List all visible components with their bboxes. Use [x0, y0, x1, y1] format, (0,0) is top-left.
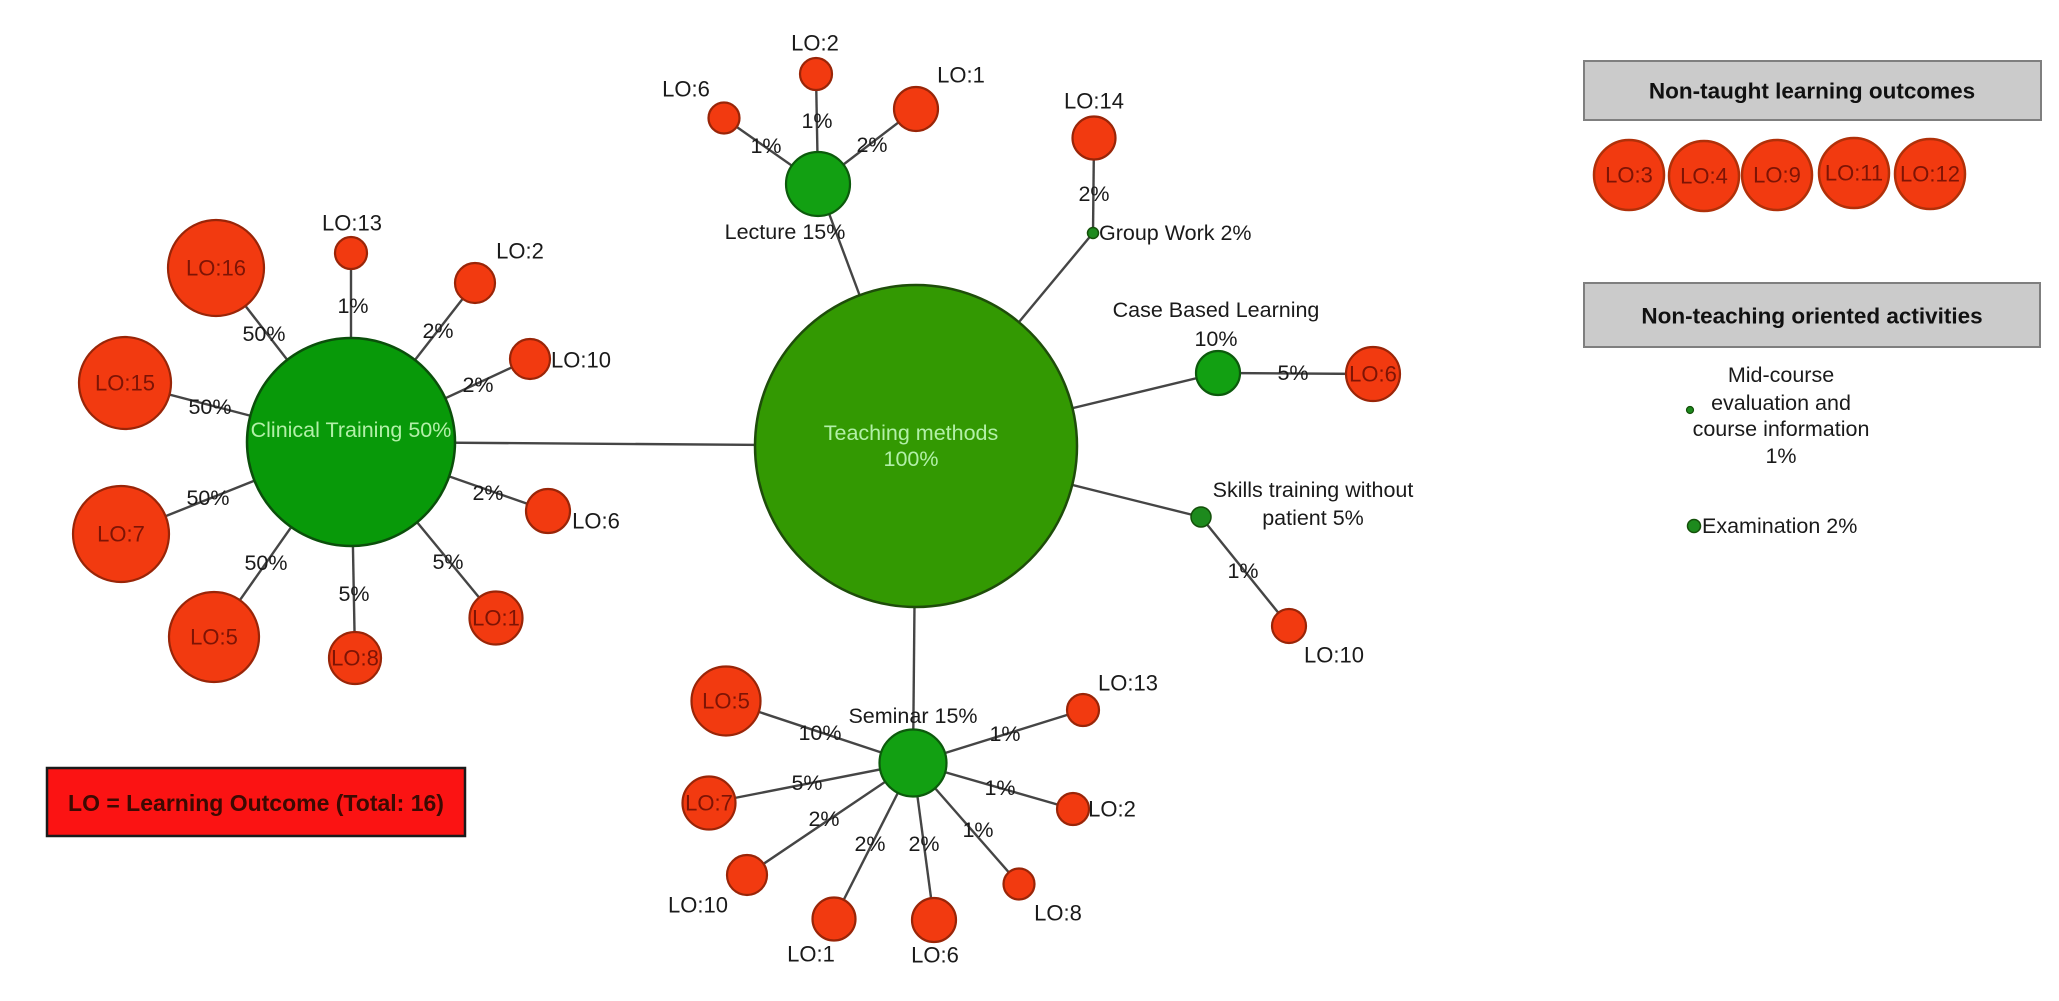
svg-text:evaluation and: evaluation and	[1711, 391, 1851, 415]
svg-text:LO:15: LO:15	[95, 371, 155, 396]
svg-text:Clinical Training 50%: Clinical Training 50%	[251, 418, 452, 442]
svg-text:LO:2: LO:2	[496, 239, 544, 264]
svg-text:LO:2: LO:2	[1088, 797, 1136, 822]
svg-text:10%: 10%	[798, 721, 841, 745]
svg-text:2%: 2%	[462, 373, 493, 397]
svg-text:Group Work 2%: Group Work 2%	[1099, 221, 1252, 245]
svg-text:LO:11: LO:11	[1825, 161, 1883, 186]
svg-text:2%: 2%	[422, 319, 453, 343]
svg-text:LO:10: LO:10	[551, 348, 611, 373]
svg-text:patient 5%: patient 5%	[1262, 506, 1364, 530]
svg-text:LO:7: LO:7	[685, 791, 733, 816]
svg-text:50%: 50%	[186, 486, 229, 510]
svg-text:1%: 1%	[750, 134, 781, 158]
svg-text:1%: 1%	[1227, 559, 1258, 583]
svg-text:LO:5: LO:5	[190, 625, 238, 650]
svg-text:1%: 1%	[337, 294, 368, 318]
svg-text:course information: course information	[1693, 417, 1870, 441]
svg-text:LO:8: LO:8	[331, 646, 379, 671]
svg-text:LO:10: LO:10	[668, 893, 728, 918]
svg-text:LO:3: LO:3	[1605, 163, 1653, 188]
svg-text:Case Based Learning: Case Based Learning	[1113, 298, 1320, 322]
svg-text:LO:13: LO:13	[322, 211, 382, 236]
svg-text:1%: 1%	[962, 818, 993, 842]
svg-text:Examination 2%: Examination 2%	[1702, 514, 1857, 538]
svg-text:Non-teaching oriented activiti: Non-teaching oriented activities	[1641, 304, 1982, 329]
svg-text:Mid-course: Mid-course	[1728, 363, 1834, 387]
svg-text:2%: 2%	[908, 832, 939, 856]
svg-text:Skills training without: Skills training without	[1213, 478, 1414, 502]
svg-text:2%: 2%	[472, 481, 503, 505]
svg-text:LO:7: LO:7	[97, 522, 145, 547]
svg-text:Seminar 15%: Seminar 15%	[848, 704, 977, 728]
svg-text:5%: 5%	[791, 771, 822, 795]
svg-text:1%: 1%	[801, 109, 832, 133]
svg-text:5%: 5%	[1277, 361, 1308, 385]
svg-text:LO:6: LO:6	[572, 509, 620, 534]
svg-text:LO:9: LO:9	[1753, 163, 1801, 188]
svg-text:LO:16: LO:16	[186, 256, 246, 281]
svg-text:2%: 2%	[808, 807, 839, 831]
svg-text:2%: 2%	[854, 832, 885, 856]
svg-text:LO:12: LO:12	[1900, 162, 1960, 187]
svg-text:LO:14: LO:14	[1064, 89, 1124, 114]
svg-text:50%: 50%	[244, 551, 287, 575]
svg-text:10%: 10%	[1194, 327, 1237, 351]
svg-text:LO:1: LO:1	[787, 942, 835, 967]
svg-text:1%: 1%	[984, 776, 1015, 800]
svg-text:LO:8: LO:8	[1034, 901, 1082, 926]
svg-text:Lecture 15%: Lecture 15%	[725, 220, 846, 244]
svg-text:LO = Learning Outcome (Total:: LO = Learning Outcome (Total: 16)	[68, 790, 444, 816]
svg-text:5%: 5%	[338, 582, 369, 606]
svg-text:LO:1: LO:1	[937, 63, 985, 88]
svg-text:LO:6: LO:6	[911, 943, 959, 968]
svg-text:1%: 1%	[1765, 444, 1796, 468]
svg-text:50%: 50%	[188, 395, 231, 419]
svg-text:LO:4: LO:4	[1680, 164, 1728, 189]
svg-text:LO:1: LO:1	[472, 606, 520, 631]
svg-text:2%: 2%	[856, 133, 887, 157]
svg-text:LO:6: LO:6	[1349, 362, 1397, 387]
svg-text:LO:6: LO:6	[662, 77, 710, 102]
svg-text:50%: 50%	[242, 322, 285, 346]
svg-text:LO:5: LO:5	[702, 689, 750, 714]
svg-text:1%: 1%	[989, 722, 1020, 746]
svg-text:5%: 5%	[432, 550, 463, 574]
svg-text:Teaching methods: Teaching methods	[824, 421, 999, 445]
svg-text:LO:10: LO:10	[1304, 643, 1364, 668]
svg-text:Non-taught learning outcomes: Non-taught learning outcomes	[1649, 79, 1975, 104]
svg-text:LO:13: LO:13	[1098, 671, 1158, 696]
svg-text:LO:2: LO:2	[791, 31, 839, 56]
svg-text:2%: 2%	[1078, 182, 1109, 206]
svg-text:100%: 100%	[884, 447, 939, 471]
